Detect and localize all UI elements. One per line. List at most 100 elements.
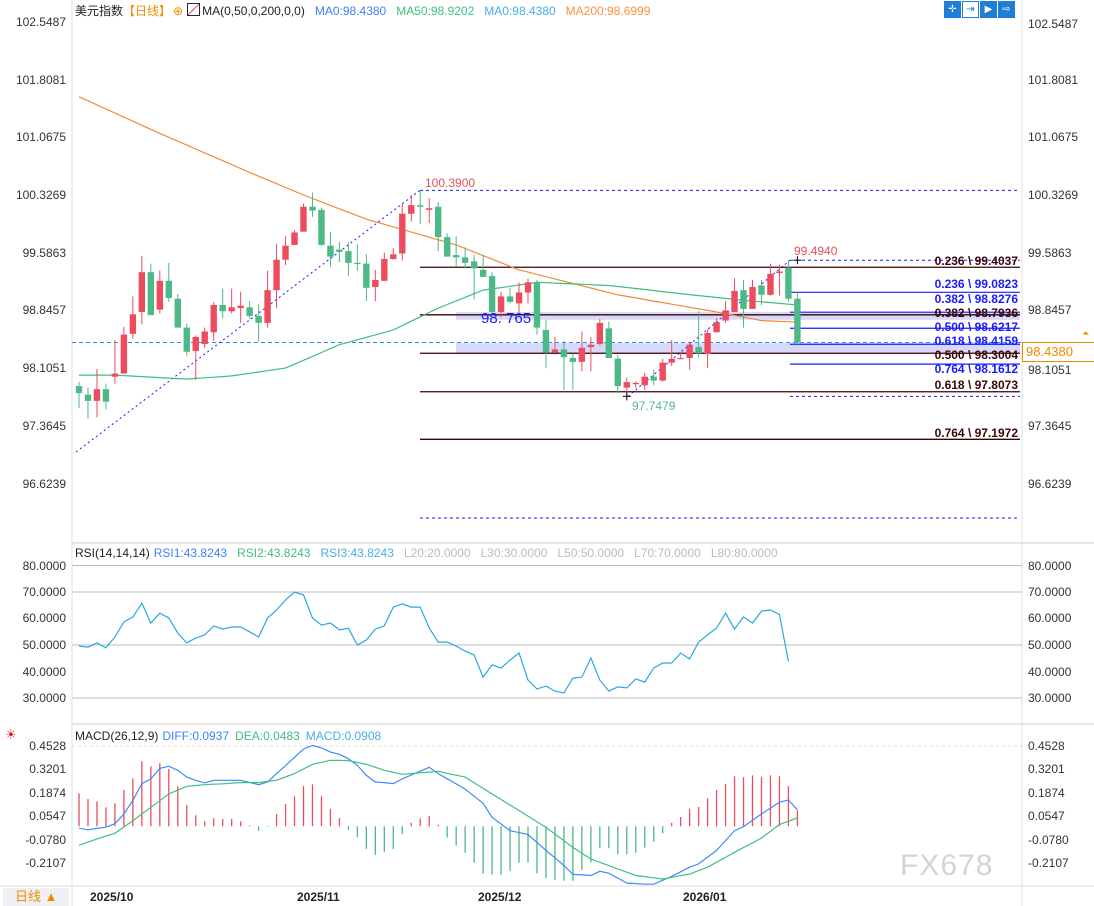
candle [426, 198, 433, 224]
axis-label: 60.0000 [1028, 611, 1072, 625]
candle-body [452, 255, 460, 258]
candle [111, 340, 119, 384]
rsi2-value: RSI2:43.8243 [237, 546, 311, 560]
axis-label: 0.0547 [1028, 809, 1065, 823]
candle [138, 255, 146, 325]
candle-body [776, 271, 783, 273]
ma200-value: MA200:98.6999 [565, 4, 651, 18]
candle-body [659, 362, 666, 381]
candle [731, 278, 738, 312]
axis-label: -0.0780 [25, 833, 66, 847]
candle-body [210, 304, 217, 333]
crosshair-icon[interactable]: ✛ [944, 1, 961, 18]
candle [237, 291, 244, 323]
candle [327, 231, 334, 267]
candle [749, 280, 756, 309]
axis-label: 100.3269 [15, 188, 66, 202]
axis-label: 0.1874 [1028, 786, 1065, 800]
rsi1-value: RSI1:43.8243 [153, 546, 228, 560]
settings-sun-icon[interactable]: ☀ [5, 727, 17, 742]
add-icon[interactable]: ⊕ [173, 4, 184, 18]
period-label[interactable]: 【日线】 [123, 4, 172, 18]
candle [255, 304, 262, 342]
range-icon[interactable]: ⇥ [962, 1, 979, 18]
axis-label: 96.6239 [1028, 477, 1072, 491]
fib-label: 0.382 \ 98.8276 [934, 292, 1018, 306]
axis-label: 0.1874 [29, 786, 66, 800]
axis-label: 99.5863 [1028, 246, 1072, 260]
candle-body [497, 296, 505, 312]
scroll-up-icon[interactable]: ⏶ [1082, 328, 1090, 338]
candle [605, 321, 613, 358]
candle-body [102, 389, 110, 402]
candle [102, 383, 110, 410]
candle [93, 368, 101, 418]
candle-body [381, 258, 388, 281]
rsi-params[interactable]: RSI(14,14,14) [75, 546, 150, 560]
candle-body [165, 280, 172, 298]
rsi-header: RSI(14,14,14) RSI1:43.8243 RSI2:43.8243 RSI… [75, 546, 788, 560]
candle-body [641, 376, 648, 386]
candle [659, 358, 666, 382]
indicator-chart-icon[interactable] [187, 3, 201, 16]
candle [84, 387, 92, 419]
candle [452, 236, 460, 267]
candle-body [300, 206, 307, 232]
l20-value: L20:20.0000 [403, 546, 471, 560]
high-annotation: 100.3900 [425, 176, 476, 190]
axis-label: 30.0000 [1028, 691, 1072, 705]
candle [713, 318, 720, 333]
fib-label: 0.764 \ 98.1612 [934, 362, 1018, 376]
candle-body [560, 349, 568, 358]
candle-body [399, 213, 406, 254]
ma-params[interactable]: MA(0,50,0,200,0,0) [202, 4, 305, 18]
candle-body [309, 206, 316, 211]
candle-body [354, 262, 361, 265]
candle-body [156, 280, 164, 310]
candle-body [111, 373, 119, 377]
candle-body [551, 349, 559, 353]
play-icon[interactable]: ▶ [980, 1, 997, 18]
time-label: 2025/12 [478, 890, 522, 904]
candle [479, 255, 487, 277]
candle-body [228, 307, 235, 312]
candle [174, 294, 181, 328]
time-label: 2025/10 [90, 890, 134, 904]
level-annotation: 98. 765 [481, 310, 532, 327]
axis-label: 80.0000 [1028, 559, 1072, 573]
axis-label: 50.0000 [22, 638, 66, 652]
candle [147, 263, 155, 316]
rsi3-value: RSI3:43.8243 [320, 546, 394, 560]
period-selector[interactable]: 日线 ▲ [3, 888, 69, 906]
candle-body [291, 232, 298, 245]
candle [192, 335, 199, 380]
macd-params[interactable]: MACD(26,12,9) [75, 729, 159, 743]
candle [300, 203, 307, 232]
exit-icon[interactable]: ⇨ [998, 1, 1015, 18]
candle-body [390, 254, 397, 259]
candle-body [515, 292, 523, 304]
candle-body [120, 334, 128, 374]
candle-body [461, 257, 469, 263]
candle-body [336, 249, 343, 252]
candle-body [614, 358, 621, 387]
candle-body [695, 347, 702, 354]
candle-body [93, 389, 101, 401]
candle-body [75, 386, 83, 394]
trend-dashed-line [75, 189, 421, 453]
candle [336, 241, 343, 263]
candle-body [740, 290, 747, 309]
axis-label: 99.5863 [22, 246, 66, 260]
candle-body [587, 344, 595, 348]
candle [776, 264, 783, 296]
axis-label: 101.0675 [1028, 130, 1079, 144]
candle-body [138, 272, 146, 312]
axis-label: 98.8457 [22, 303, 66, 317]
fib-label: 0.236 \ 99.4037 [934, 254, 1018, 268]
candle [668, 340, 675, 366]
candle [650, 369, 657, 386]
candle [345, 242, 352, 277]
candle-body [183, 327, 190, 352]
